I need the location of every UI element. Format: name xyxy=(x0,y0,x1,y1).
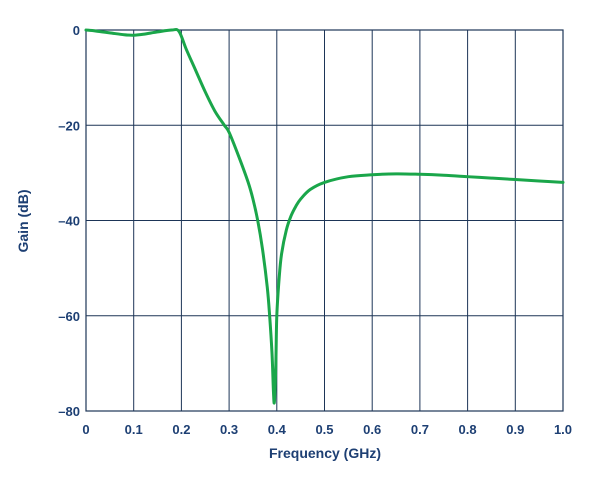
x-tick-label: 0.6 xyxy=(363,422,381,437)
y-tick-label: –80 xyxy=(58,404,80,419)
series-line xyxy=(84,27,565,405)
series xyxy=(84,27,565,405)
x-tick-label: 1.0 xyxy=(554,422,572,437)
y-tick-label: –60 xyxy=(58,309,80,324)
grid xyxy=(85,29,564,412)
x-tick-label: 0 xyxy=(82,422,89,437)
x-tick-label: 0.1 xyxy=(125,422,143,437)
y-tick-label: –20 xyxy=(58,118,80,133)
x-tick-label: 0.5 xyxy=(315,422,333,437)
x-tick-label: 0.8 xyxy=(459,422,477,437)
x-tick-label: 0.3 xyxy=(220,422,238,437)
tick-labels: 0 0.1 0.2 0.3 0.4 0.5 0.6 0.7 0.8 0.9 1.0 0 –20 –40 –6… xyxy=(58,23,572,437)
x-tick-label: 0.4 xyxy=(268,422,287,437)
y-tick-label: –40 xyxy=(58,214,80,229)
x-tick-label: 0.7 xyxy=(411,422,429,437)
y-axis-label: Gain (dB) xyxy=(15,190,31,253)
x-tick-label: 0.2 xyxy=(172,422,190,437)
x-axis-label: Frequency (GHz) xyxy=(269,445,381,461)
y-tick-label: 0 xyxy=(73,23,80,38)
x-tick-label: 0.9 xyxy=(506,422,524,437)
plot-frame xyxy=(85,29,564,412)
